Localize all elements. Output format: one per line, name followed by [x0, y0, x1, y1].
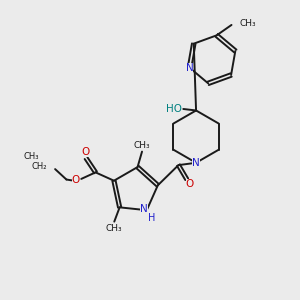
Text: CH₃: CH₃ — [106, 224, 123, 233]
Text: O: O — [72, 176, 80, 185]
Text: N: N — [192, 158, 200, 168]
Text: CH₃: CH₃ — [134, 141, 150, 150]
Text: HO: HO — [166, 104, 182, 114]
Text: CH₂: CH₂ — [31, 162, 47, 171]
Text: CH₃: CH₃ — [23, 152, 39, 161]
Text: CH₃: CH₃ — [240, 19, 256, 28]
Text: H: H — [148, 213, 156, 223]
Text: N: N — [186, 63, 194, 73]
Text: O: O — [186, 179, 194, 189]
Text: O: O — [81, 147, 90, 157]
Text: N: N — [140, 204, 148, 214]
